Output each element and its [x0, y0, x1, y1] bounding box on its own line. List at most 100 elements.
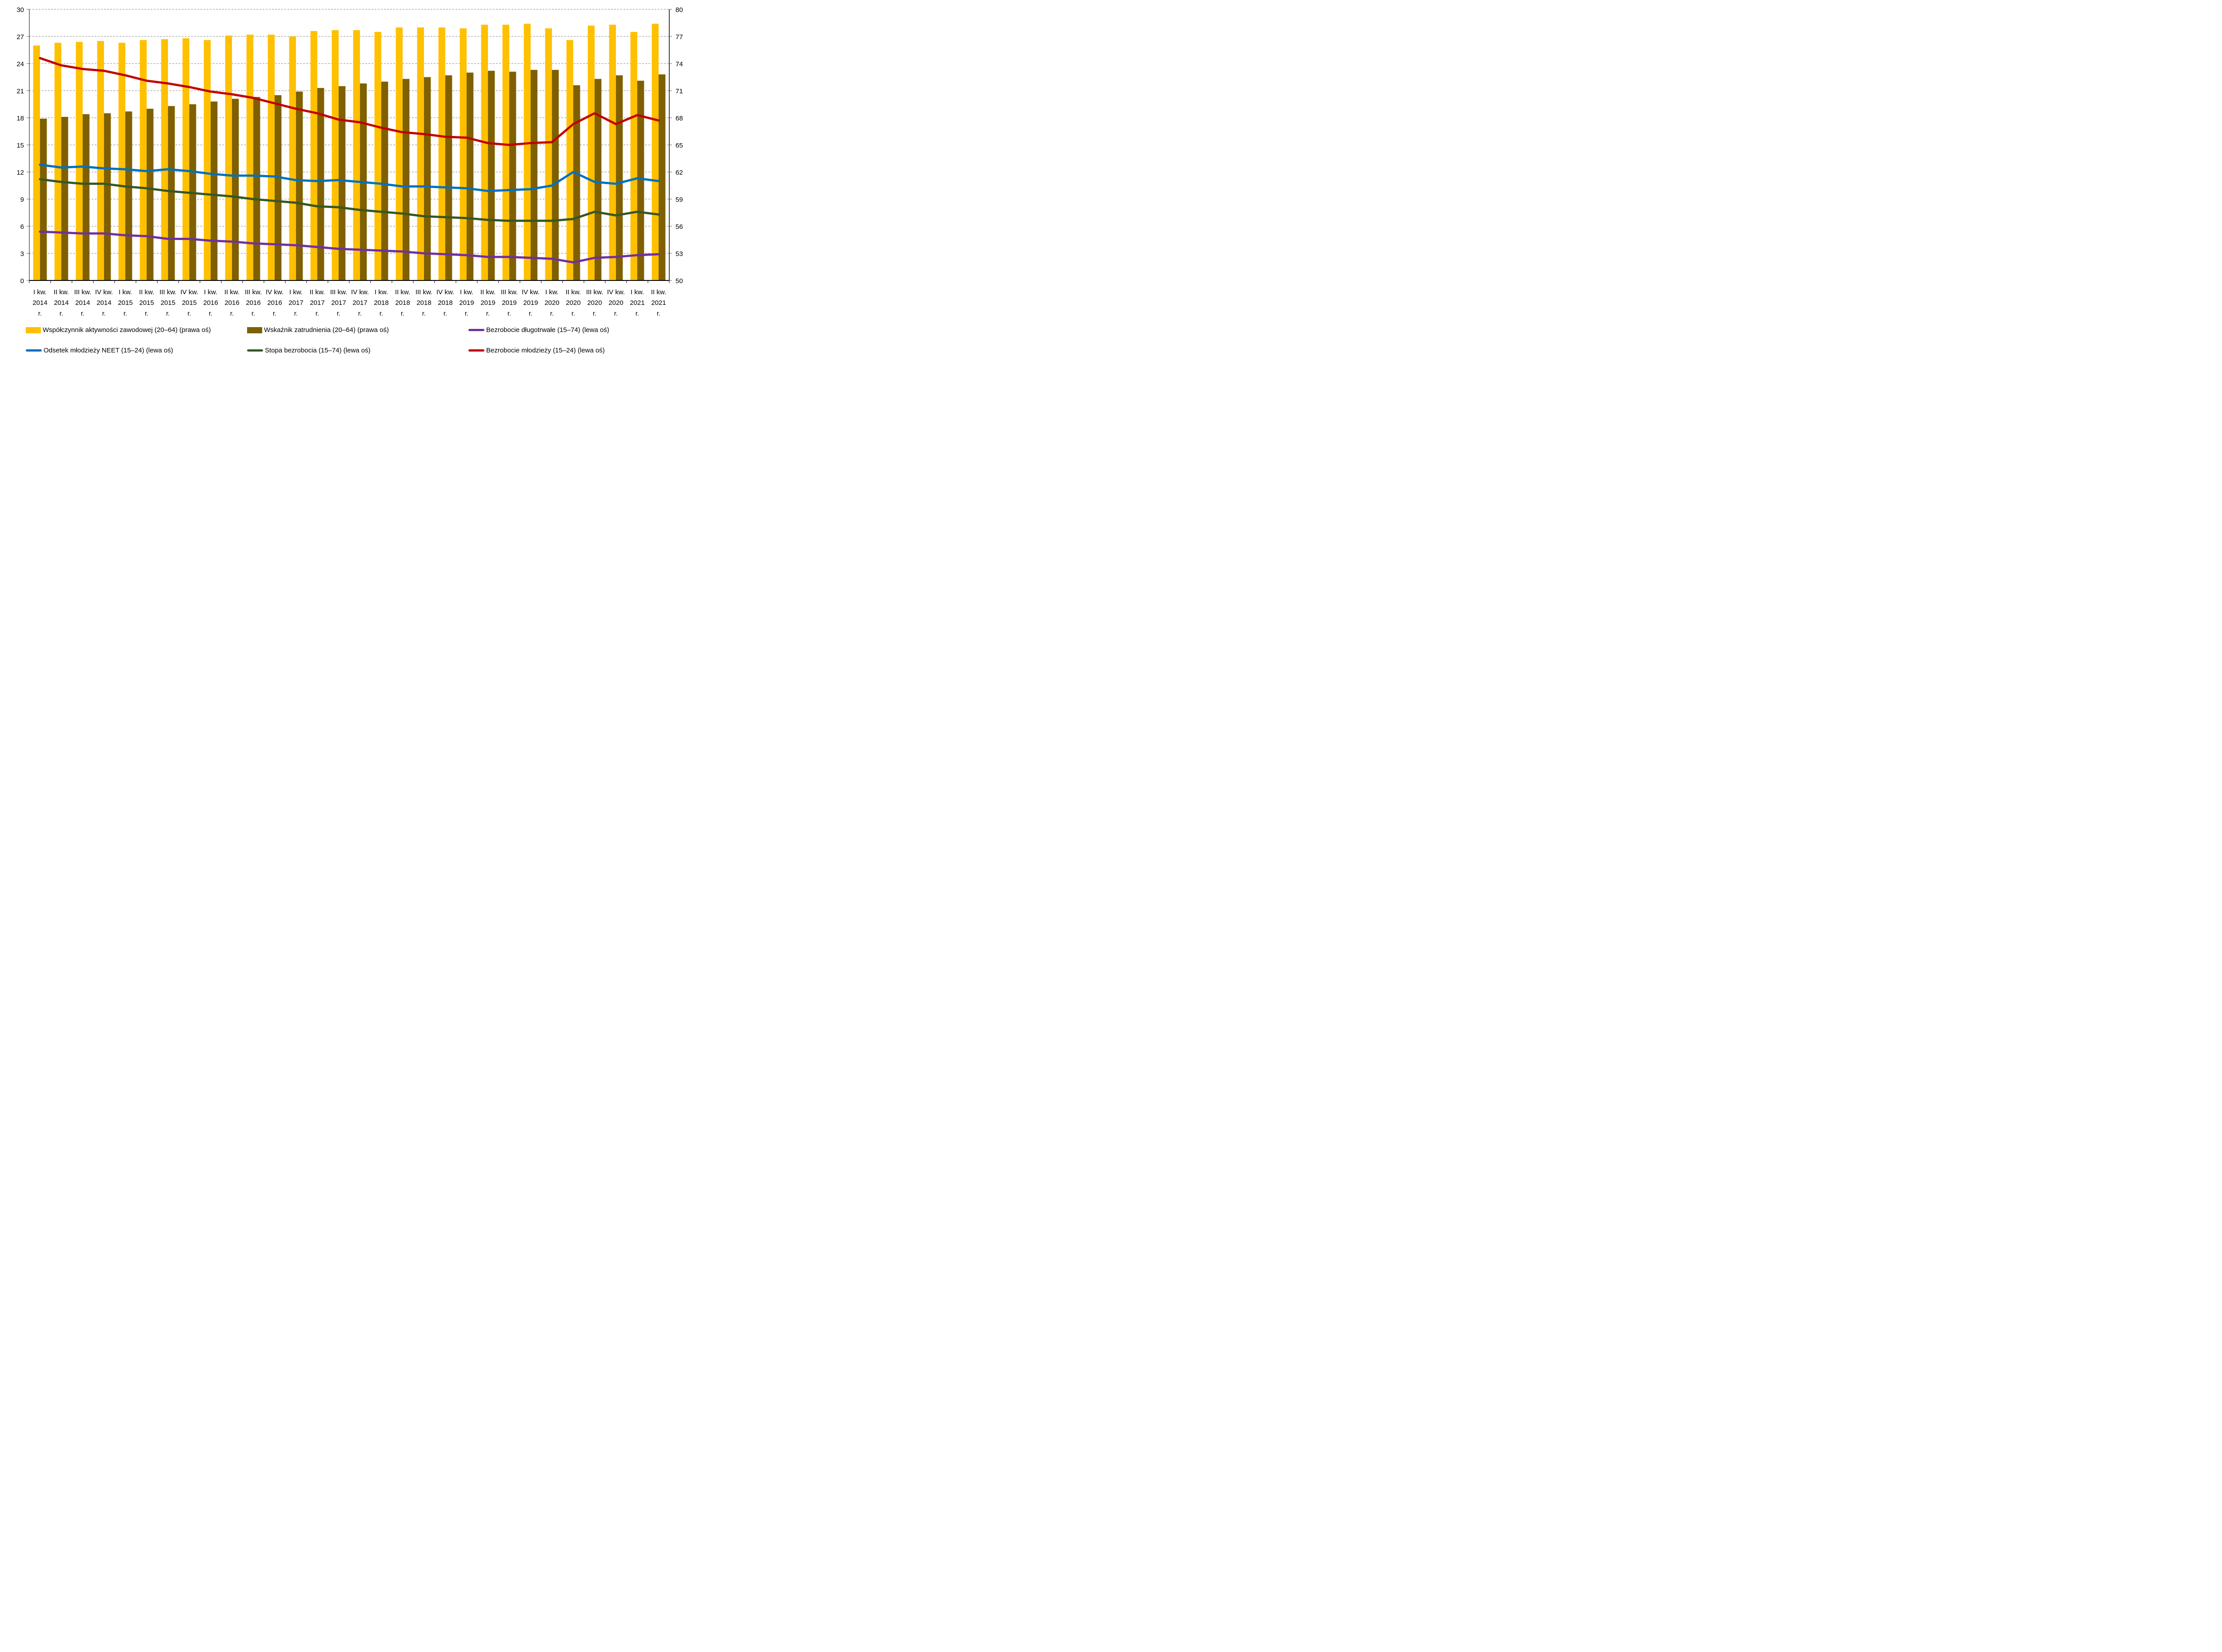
gridlines — [29, 9, 669, 254]
x-tick-label: r. — [444, 310, 447, 317]
left-tick-label: 21 — [16, 88, 24, 95]
x-tick-label: r. — [294, 310, 298, 317]
bar-activity — [502, 24, 509, 281]
bar-activity — [140, 40, 147, 281]
x-tick-label: r. — [60, 310, 63, 317]
right-tick-label: 50 — [675, 277, 683, 285]
x-tick-label: 2019 — [502, 299, 516, 307]
x-tick-label: r. — [230, 310, 234, 317]
neet-line — [39, 164, 660, 192]
legend-item-youth: Bezrobocie młodzieży (15–24) (lewa oś) — [468, 347, 605, 354]
bar-employment — [275, 95, 282, 280]
x-tick-label: III kw. — [245, 288, 262, 296]
bar-activity — [417, 27, 424, 280]
x-tick-label: 2021 — [630, 299, 644, 307]
bar-employment — [125, 111, 132, 280]
right-tick-label: 62 — [675, 169, 683, 176]
bar-employment — [403, 79, 410, 281]
bar-activity — [54, 43, 61, 280]
bar-employment — [104, 113, 111, 281]
legend-swatch-neet — [26, 349, 42, 352]
bar-employment — [637, 80, 644, 280]
bar-activity — [204, 40, 211, 281]
x-tick-label: I kw. — [119, 288, 132, 296]
bar-employment — [573, 85, 580, 281]
bar-activity — [651, 24, 659, 281]
x-tick-label: 2014 — [32, 299, 47, 307]
x-tick-label: r. — [273, 310, 276, 317]
bar-activity — [609, 24, 616, 281]
left-tick-label: 27 — [16, 33, 24, 41]
x-tick-label: 2014 — [96, 299, 111, 307]
bar-employment — [147, 108, 154, 280]
bar-activity — [310, 31, 317, 281]
bar-employment — [253, 97, 260, 280]
x-tick-label: r. — [316, 310, 319, 317]
x-tick-label: III kw. — [74, 288, 91, 296]
x-tick-label: r. — [614, 310, 618, 317]
x-tick-label: 2020 — [544, 299, 559, 307]
x-tick-label: 2019 — [459, 299, 474, 307]
right-tick-label: 71 — [675, 88, 683, 95]
bar-employment — [211, 101, 218, 280]
x-tick-label: II kw. — [566, 288, 581, 296]
bar-employment — [488, 71, 495, 280]
bar-activity — [118, 43, 125, 280]
legend-swatch-employment — [247, 327, 262, 333]
x-tick-label: 2015 — [182, 299, 196, 307]
x-tick-label: r. — [145, 310, 148, 317]
x-tick-label: IV kw. — [266, 288, 284, 296]
bar-activity — [438, 27, 445, 280]
x-tick-label: r. — [465, 310, 468, 317]
legend-swatch-unemployment — [247, 349, 263, 352]
bar-activity — [289, 36, 296, 280]
x-tick-label: II kw. — [395, 288, 410, 296]
x-tick-label: 2016 — [203, 299, 218, 307]
combo-chart: 0 3 6 9 12 15 18 21 24 27 30 50 53 56 59 62 65 68 71 74 77 8… — [16, 6, 683, 317]
x-tick-label: III kw. — [416, 288, 432, 296]
bar-employment — [424, 77, 431, 280]
left-axis-ticks: 0 3 6 9 12 15 18 21 24 27 30 — [16, 6, 29, 285]
x-tick-label: r. — [635, 310, 639, 317]
x-tick-label: 2016 — [224, 299, 239, 307]
bar-activity — [161, 39, 168, 281]
x-tick-label: II kw. — [54, 288, 69, 296]
x-tick-label: 2019 — [523, 299, 538, 307]
x-tick-label: r. — [422, 310, 426, 317]
x-tick-label: r. — [124, 310, 127, 317]
right-axis-ticks: 50 53 56 59 62 65 68 71 74 77 80 — [669, 6, 683, 285]
left-tick-label: 12 — [16, 169, 24, 176]
right-tick-label: 56 — [675, 223, 683, 231]
right-tick-label: 68 — [675, 115, 683, 122]
right-tick-label: 80 — [675, 6, 683, 14]
x-tick-label: II kw. — [480, 288, 496, 296]
left-tick-label: 9 — [20, 196, 24, 204]
x-tick-label: 2018 — [395, 299, 410, 307]
x-tick-label: I kw. — [204, 288, 217, 296]
bar-activity — [587, 25, 595, 281]
x-tick-label: II kw. — [310, 288, 325, 296]
bar-employment — [381, 81, 388, 280]
bar-activity — [76, 42, 83, 280]
legend-swatch-activity — [26, 327, 41, 333]
x-tick-label: 2014 — [75, 299, 90, 307]
bars — [33, 24, 666, 281]
x-tick-label: 2015 — [139, 299, 154, 307]
x-tick-label: r. — [81, 310, 84, 317]
x-tick-label: III kw. — [160, 288, 176, 296]
bar-employment — [467, 72, 474, 281]
legend-item-long-term: Bezrobocie długotrwałe (15–74) (lewa oś) — [468, 326, 609, 334]
legend-item-unemployment: Stopa bezrobocia (15–74) (lewa oś) — [247, 347, 371, 354]
x-tick-label: 2020 — [587, 299, 602, 307]
legend-swatch-long-term — [468, 329, 484, 331]
x-tick-label: 2021 — [651, 299, 666, 307]
legend-label-employment: Wskaźnik zatrudnienia (20–64) (prawa oś) — [264, 326, 389, 334]
bar-employment — [40, 119, 47, 280]
x-tick-label: IV kw. — [607, 288, 625, 296]
x-tick-label: r. — [657, 310, 660, 317]
bar-activity — [33, 45, 40, 281]
unemployment-rate-line — [39, 178, 660, 222]
bar-employment — [317, 88, 324, 280]
left-tick-label: 30 — [16, 6, 24, 14]
x-tick-label: IV kw. — [351, 288, 369, 296]
